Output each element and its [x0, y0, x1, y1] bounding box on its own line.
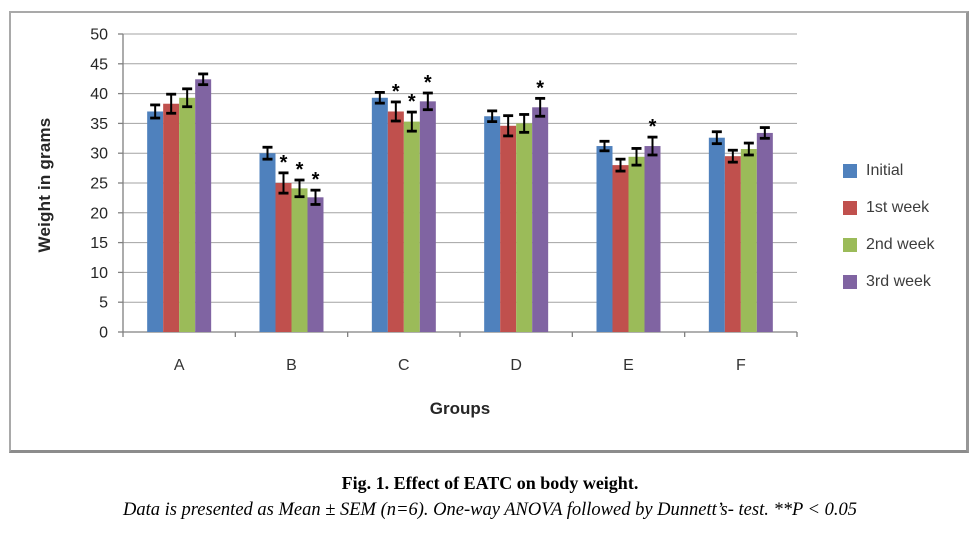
- bar-A-Initial: [147, 111, 164, 332]
- bar-B-1st week: [275, 183, 292, 332]
- legend-item-2nd-week: 2nd week: [843, 235, 935, 255]
- significance-asterisk: *: [424, 72, 432, 94]
- legend-swatch-icon: [843, 238, 857, 252]
- bar-D-3rd week: [532, 107, 549, 332]
- bar-A-2nd week: [179, 97, 196, 332]
- bar-chart-svg: 0 5 10 15 20 25 30 35 40 45 50 A B * * * C * * * D * E * F: [90, 27, 798, 374]
- legend-item-3rd-week: 3rd week: [843, 272, 935, 292]
- significance-asterisk: *: [536, 77, 544, 99]
- bar-C-Initial: [371, 97, 388, 332]
- bar-E-1st week: [612, 165, 629, 332]
- bar-A-3rd week: [195, 79, 212, 333]
- y-tick-label: 15: [90, 235, 108, 252]
- chart-frame: 0 5 10 15 20 25 30 35 40 45 50 A B * * * C * * * D * E * F Weigh…: [9, 11, 969, 453]
- category-label: E: [623, 357, 634, 374]
- significance-asterisk: *: [280, 152, 288, 174]
- y-tick-label: 30: [90, 146, 108, 163]
- bar-C-3rd week: [419, 101, 436, 333]
- category-label: D: [510, 357, 522, 374]
- bar-B-Initial: [259, 153, 276, 332]
- legend-label: Initial: [866, 162, 904, 179]
- significance-asterisk: *: [392, 81, 400, 103]
- legend-label: 1st week: [866, 199, 930, 216]
- y-tick-label: 5: [99, 295, 108, 312]
- category-label: F: [736, 357, 746, 374]
- legend: Initial 1st week 2nd week 3rd week: [843, 161, 935, 309]
- y-axis-title: Weight in grams: [35, 117, 54, 253]
- bar-E-2nd week: [628, 156, 645, 332]
- bar-C-1st week: [387, 111, 404, 332]
- bar-D-Initial: [484, 116, 501, 332]
- category-label: C: [398, 357, 410, 374]
- category-label: B: [286, 357, 297, 374]
- bar-F-Initial: [708, 137, 725, 332]
- y-tick-label: 25: [90, 176, 108, 193]
- x-axis-title: Groups: [429, 399, 491, 418]
- bar-C-2nd week: [403, 121, 420, 332]
- legend-swatch-icon: [843, 201, 857, 215]
- legend-swatch-icon: [843, 164, 857, 178]
- y-tick-label: 20: [90, 205, 108, 222]
- significance-asterisk: *: [312, 169, 320, 191]
- legend-swatch-icon: [843, 275, 857, 289]
- legend-item-initial: Initial: [843, 161, 935, 181]
- bar-B-2nd week: [291, 188, 308, 332]
- caption-title: Fig. 1. Effect of EATC on body weight.: [341, 473, 639, 493]
- bar-A-1st week: [163, 103, 180, 333]
- category-label: A: [174, 357, 185, 374]
- significance-asterisk: *: [408, 91, 416, 113]
- y-tick-label: 45: [90, 56, 108, 73]
- y-tick-label: 35: [90, 116, 108, 133]
- bar-B-3rd week: [307, 197, 324, 332]
- bar-F-3rd week: [756, 132, 773, 332]
- y-tick-label: 0: [99, 325, 108, 342]
- bar-F-2nd week: [740, 149, 757, 332]
- y-tick-label: 10: [90, 265, 108, 282]
- bar-E-Initial: [596, 146, 613, 332]
- legend-label: 2nd week: [866, 236, 935, 253]
- bar-D-2nd week: [516, 123, 533, 333]
- bar-D-1st week: [500, 125, 517, 332]
- y-tick-label: 40: [90, 86, 108, 103]
- significance-asterisk: *: [649, 116, 657, 138]
- legend-label: 3rd week: [866, 273, 931, 290]
- y-tick-label: 50: [90, 27, 108, 44]
- significance-asterisk: *: [296, 159, 304, 181]
- bar-F-1st week: [724, 156, 741, 332]
- caption-subtitle: Data is presented as Mean ± SEM (n=6). O…: [122, 500, 858, 520]
- legend-item-1st-week: 1st week: [843, 198, 935, 218]
- bar-E-3rd week: [644, 146, 661, 332]
